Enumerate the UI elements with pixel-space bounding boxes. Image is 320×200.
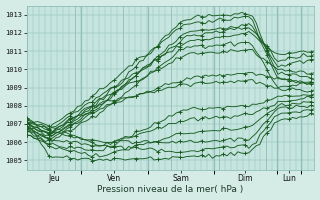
X-axis label: Pression niveau de la mer( hPa ): Pression niveau de la mer( hPa ) bbox=[98, 185, 244, 194]
